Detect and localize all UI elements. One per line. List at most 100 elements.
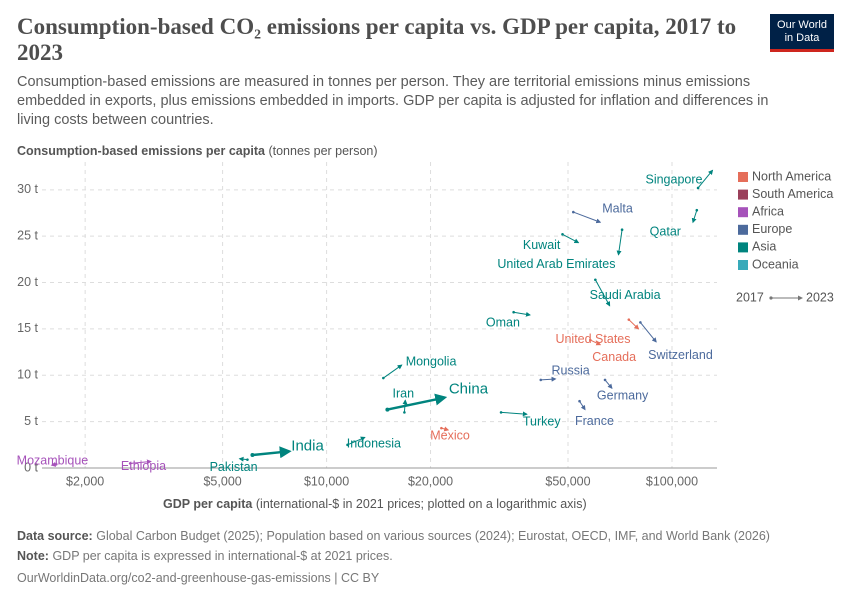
start-point: [603, 378, 607, 382]
y-tick-label: 10 t: [17, 368, 38, 382]
note-line: Note: GDP per capita is expressed in int…: [17, 549, 393, 563]
y-tick-label: 25 t: [17, 228, 38, 242]
legend-swatch: [738, 242, 748, 253]
legend-time-start: 2017: [736, 290, 764, 304]
y-axis-title: Consumption-based emissions per capita (…: [17, 144, 378, 158]
start-point: [695, 208, 699, 212]
series-label: Saudi Arabia: [590, 288, 661, 302]
start-point: [639, 321, 642, 324]
start-point: [128, 462, 132, 465]
series-label: Germany: [597, 389, 649, 403]
source-label: Data source:: [17, 529, 93, 543]
legend-label: Africa: [752, 204, 784, 218]
start-point: [440, 426, 443, 430]
trajectory: [562, 233, 580, 244]
trajectory: [130, 459, 152, 465]
trajectory: [238, 456, 248, 462]
trajectory: [697, 169, 714, 189]
chart-title: Consumption-based CO₂ emissions per capi…: [17, 14, 737, 65]
legend-time-end: 2023: [806, 290, 834, 304]
series-label: United Arab Emirates: [497, 257, 615, 271]
series-label: United States: [555, 332, 630, 346]
x-tick-label: $2,000: [66, 474, 104, 488]
trajectory: [383, 364, 403, 379]
source-line: Data source: Global Carbon Budget (2025)…: [17, 529, 770, 543]
x-axis-title: GDP per capita (international-$ in 2021 …: [163, 497, 587, 511]
legend-swatch: [738, 172, 748, 182]
y-label: Consumption-based emissions per capita: [17, 144, 265, 158]
series-label: China: [449, 380, 489, 397]
start-point: [696, 186, 700, 190]
x-tick-label: $100,000: [646, 474, 698, 488]
y-tick-label: 0 t: [24, 460, 38, 474]
legend-swatch: [738, 207, 748, 218]
legend-label: Oceania: [752, 257, 799, 271]
series-label: Indonesia: [347, 437, 401, 451]
trajectory: [347, 436, 366, 446]
series-label: Malta: [602, 202, 633, 216]
start-point: [627, 318, 631, 321]
x-tick-label: $5,000: [203, 474, 241, 488]
x-tick-label: $20,000: [408, 474, 453, 488]
source: Global Carbon Budget (2025); Population …: [96, 529, 770, 543]
y-tick-label: 30 t: [17, 182, 38, 196]
start-point: [539, 378, 543, 382]
legend-swatch: [738, 189, 748, 200]
trajectory: [573, 211, 602, 224]
start-point: [382, 376, 385, 380]
url[interactable]: OurWorldinData.org/co2-and-greenhouse-ga…: [17, 571, 380, 585]
y-tick-label: 15 t: [17, 321, 38, 335]
y-tick-label: 20 t: [17, 275, 38, 289]
subtitle: Consumption-based emissions are measured…: [17, 74, 769, 128]
start-point: [620, 228, 624, 231]
trajectory: [540, 376, 557, 382]
x-label: GDP per capita: [163, 497, 253, 511]
y-tick-label: 5 t: [24, 414, 38, 428]
series-label: Ethiopia: [121, 459, 166, 473]
start-point: [385, 407, 390, 412]
series-label: France: [575, 414, 614, 428]
trajectory: [513, 311, 531, 317]
legend-label: Asia: [752, 240, 776, 254]
trajectory: [501, 411, 528, 417]
start-point: [578, 399, 581, 403]
start-point: [246, 458, 249, 461]
start-point: [346, 443, 349, 447]
start-point: [594, 278, 597, 282]
series-label: Pakistan: [210, 460, 258, 474]
start-point: [572, 210, 575, 214]
trajectory: [628, 319, 640, 330]
trajectory: [590, 339, 602, 346]
legend-label: Europe: [752, 222, 792, 236]
series-label: India: [291, 437, 324, 454]
x-unit: (international-$ in 2021 prices; plotted…: [255, 497, 587, 511]
series-label: Qatar: [650, 225, 681, 239]
legend-swatch: [738, 260, 748, 270]
series-label: Russia: [551, 363, 589, 377]
start-point: [588, 338, 592, 342]
series-label: Switzerland: [648, 348, 713, 362]
series-label: Turkey: [523, 415, 561, 429]
series-label: Mozambique: [17, 454, 89, 468]
start-point: [250, 453, 255, 458]
legend-label: South America: [752, 187, 833, 201]
start-point: [561, 233, 564, 236]
trajectory: [691, 210, 698, 224]
trajectory: [387, 393, 448, 411]
legend-swatch: [738, 224, 748, 235]
start-point: [499, 411, 503, 414]
logo[interactable]: Our World in Data: [770, 14, 834, 52]
trajectory: [639, 322, 657, 343]
legend-label: North America: [752, 169, 831, 183]
trajectory: [252, 446, 292, 459]
series-label: Kuwait: [523, 238, 561, 252]
series-label: Canada: [592, 350, 636, 364]
note: GDP per capita is expressed in internati…: [52, 549, 393, 563]
series-label: Iran: [393, 387, 415, 401]
x-tick-label: $50,000: [545, 474, 590, 488]
trajectory: [616, 229, 623, 256]
trajectory: [604, 379, 613, 390]
x-tick-label: $10,000: [304, 474, 349, 488]
